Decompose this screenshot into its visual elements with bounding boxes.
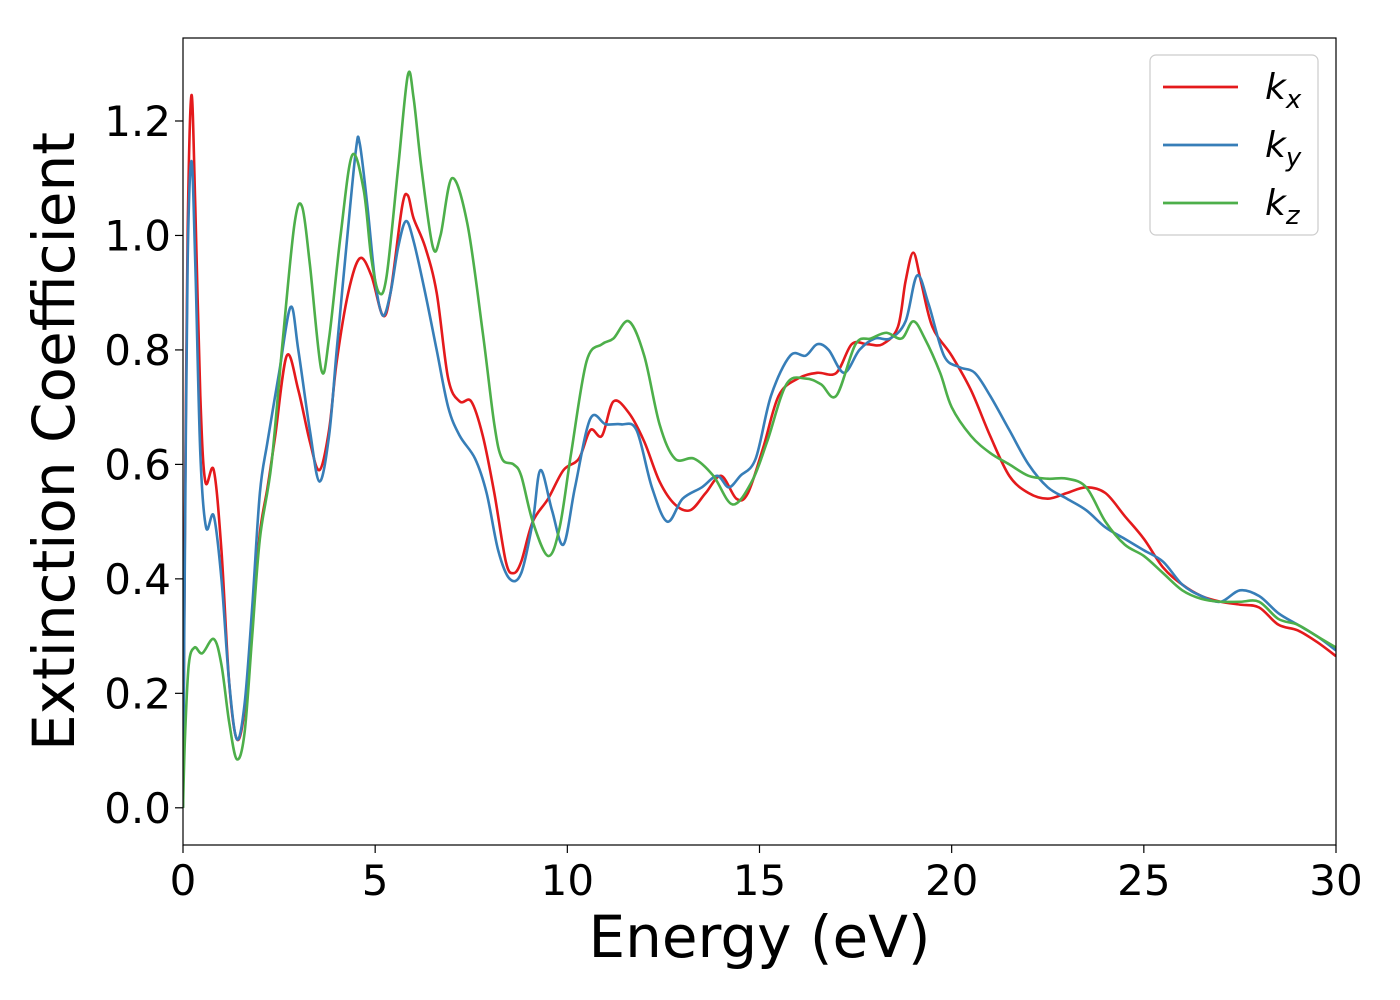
x-tick-label: 10 [541, 856, 594, 905]
x-tick-label: 30 [1309, 856, 1362, 905]
y-tick-label: 1.2 [104, 97, 171, 146]
x-tick-label: 0 [170, 856, 197, 905]
series-line-ky [183, 135, 1336, 808]
x-tick-label: 20 [925, 856, 978, 905]
x-axis-label: Energy (eV) [588, 903, 930, 971]
y-tick-label: 0.6 [104, 440, 171, 489]
y-tick-label: 1.0 [104, 211, 171, 260]
legend-label-kz: kz [1265, 183, 1301, 231]
y-axis-label: Extinction Coefficient [20, 132, 88, 751]
series-layer [183, 70, 1336, 808]
legend: kx ky kz [1149, 54, 1319, 236]
y-axis: 0.0 0.2 0.4 0.6 0.8 1.0 1.2 [104, 97, 183, 833]
x-tick-label: 15 [733, 856, 786, 905]
x-axis: 0 5 10 15 20 25 30 [170, 845, 1363, 905]
y-tick-label: 0.4 [104, 555, 171, 604]
x-tick-label: 5 [362, 856, 389, 905]
series-line-kz [183, 70, 1336, 808]
y-tick-label: 0.8 [104, 326, 171, 375]
y-tick-label: 0.2 [104, 669, 171, 718]
x-tick-label: 25 [1117, 856, 1170, 905]
legend-label-kx: kx [1265, 67, 1302, 115]
y-tick-label: 0.0 [104, 784, 171, 833]
legend-label-ky: ky [1265, 125, 1302, 173]
